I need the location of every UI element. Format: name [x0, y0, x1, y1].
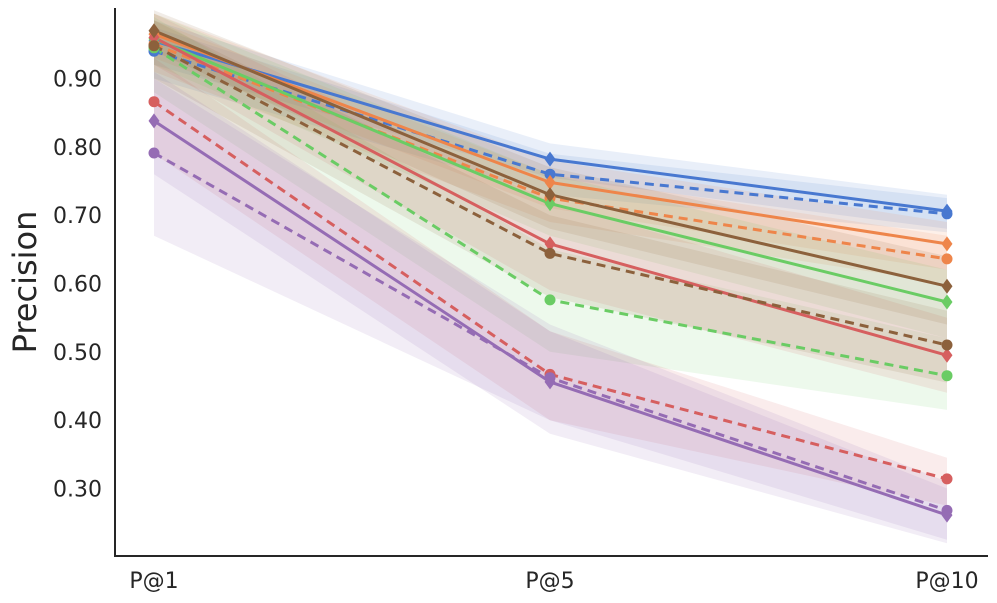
- confidence-band-7: [154, 58, 947, 506]
- data-point-11-2: [941, 339, 953, 351]
- confidence-band-5: [154, 17, 947, 410]
- x-tick-label: P@5: [525, 569, 574, 594]
- data-point-10-0: [148, 23, 160, 39]
- data-point-11-1: [544, 247, 556, 259]
- x-tick-labels: P@1 P@5 P@10: [129, 569, 978, 594]
- data-point-1-2: [941, 208, 953, 220]
- y-tick-label: 0.90: [53, 68, 102, 93]
- confidence-band-3: [154, 20, 947, 284]
- data-point-10-1: [544, 187, 556, 203]
- data-point-4-1: [544, 196, 556, 212]
- x-tick-label: P@1: [129, 569, 178, 594]
- confidence-band-9: [154, 78, 947, 540]
- data-point-0-1: [544, 151, 556, 167]
- data-point-9-1: [544, 372, 556, 384]
- y-tick-label: 0.80: [53, 136, 102, 161]
- x-tick-label: P@10: [915, 569, 978, 594]
- data-point-5-2: [941, 370, 953, 382]
- confidence-band-0: [154, 20, 947, 229]
- confidence-band-8: [154, 71, 947, 544]
- data-point-10-2: [941, 278, 953, 294]
- confidence-band-10: [154, 10, 947, 325]
- data-point-4-2: [941, 294, 953, 310]
- data-point-6-1: [544, 236, 556, 252]
- y-tick-label: 0.70: [53, 204, 102, 229]
- y-tick-label: 0.40: [53, 409, 102, 434]
- confidence-band-2: [154, 13, 947, 270]
- data-point-5-1: [544, 294, 556, 306]
- data-point-1-1: [544, 168, 556, 180]
- data-point-2-1: [544, 174, 556, 190]
- data-point-9-2: [941, 504, 953, 516]
- data-point-7-0: [148, 96, 160, 108]
- y-tick-labels: 0.30 0.40 0.50 0.60 0.70 0.80 0.90: [53, 68, 102, 503]
- data-point-9-0: [148, 147, 160, 159]
- confidence-band-1: [154, 27, 947, 233]
- confidence-band-11: [154, 20, 947, 383]
- y-tick-label: 0.30: [53, 478, 102, 503]
- y-tick-label: 0.50: [53, 341, 102, 366]
- data-point-3-2: [941, 253, 953, 265]
- series-markers: [148, 23, 953, 523]
- data-point-11-0: [148, 40, 160, 52]
- y-tick-label: 0.60: [53, 273, 102, 298]
- data-point-8-0: [148, 113, 160, 129]
- data-point-2-2: [941, 236, 953, 252]
- data-point-6-2: [941, 347, 953, 363]
- data-point-7-2: [941, 473, 953, 485]
- y-axis-title: Precision: [6, 211, 44, 354]
